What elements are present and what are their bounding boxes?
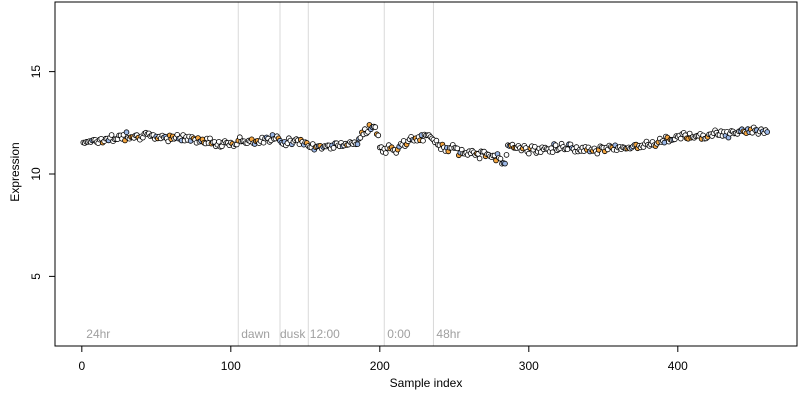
x-tick-label-4: 400 [668,359,688,373]
annotation-4: 0:00 [387,327,411,341]
data-point [454,145,461,152]
x-tick-label-1: 100 [221,359,241,373]
data-point [108,132,115,138]
data-point [330,145,337,151]
x-tick-label-3: 300 [519,359,539,373]
data-point [375,132,382,139]
data-point [552,142,559,149]
y-tick-label-2: 15 [29,65,43,79]
x-tick-label-2: 200 [370,359,390,373]
data-point [357,135,364,141]
data-point [354,141,361,148]
x-axis-label: Sample index [390,376,463,390]
data-point [764,129,770,135]
annotation-1: dawn [241,327,270,341]
data-point [216,139,222,145]
data-point [372,124,379,130]
data-points [80,122,770,167]
data-point [497,156,504,162]
annotation-0: 24hr [86,327,110,341]
annotation-2: dusk [280,327,306,341]
y-axis-label: Expression [8,142,22,201]
x-tick-label-0: 0 [78,359,85,373]
y-tick-label-0: 5 [29,273,43,280]
y-axis: 5 10 15 [29,65,56,280]
event-vertical-lines [237,2,434,346]
data-point [525,150,532,157]
data-point [207,135,213,142]
y-tick-label-1: 10 [29,167,43,181]
event-annotations: 24hr dawn dusk 12:00 0:00 48hr [86,327,460,341]
data-point [382,150,389,156]
data-point [502,160,508,167]
data-point [503,152,510,158]
data-point [123,129,130,136]
annotation-5: 48hr [436,327,460,341]
x-axis: 0 100 200 300 400 [78,345,688,373]
plot-frame [54,1,798,347]
data-point [677,135,684,142]
data-point [420,137,426,144]
data-point [476,155,483,162]
annotation-3: 12:00 [310,327,340,341]
data-point [564,146,571,153]
data-point [661,139,668,146]
data-point [549,149,556,156]
